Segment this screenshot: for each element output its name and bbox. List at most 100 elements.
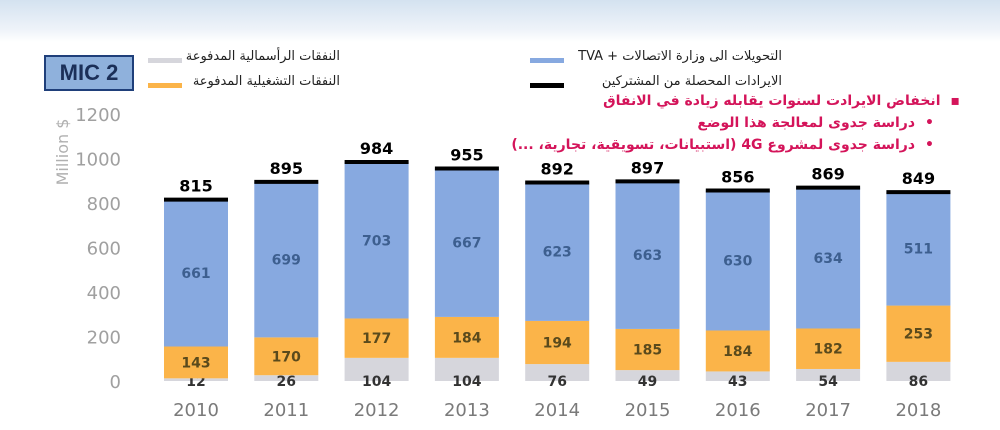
bar-segment <box>705 190 770 331</box>
bullet-marker: • <box>925 115 934 131</box>
bar-segment <box>254 181 319 338</box>
revenue-data-label: 849 <box>902 169 935 188</box>
bar-segment <box>434 357 499 381</box>
legend-swatch-transfers <box>530 58 564 63</box>
bar-segment <box>164 346 228 379</box>
legend-label-transfers: التحويلات الى وزارة الاتصالات + TVA <box>578 49 782 64</box>
bar-data-label: 182 <box>813 342 842 358</box>
revenue-data-label: 984 <box>360 139 393 158</box>
y-axis-label: Million $ <box>53 119 72 186</box>
bar-data-label: 177 <box>362 331 391 347</box>
y-tick-label: 600 <box>87 239 121 260</box>
bar-data-label: 630 <box>723 253 752 269</box>
x-axis: 2010 2011 2012 2013 2014 2015 2016 2017 2018 <box>173 400 941 421</box>
bar-data-label: 623 <box>543 245 572 261</box>
bar-data-label: 194 <box>543 336 572 352</box>
y-tick-label: 400 <box>87 283 121 304</box>
bar-segment <box>164 378 228 381</box>
revenue-data-label: 955 <box>450 146 483 165</box>
revenue-data-label: 869 <box>811 165 844 184</box>
bar-segment <box>796 368 861 381</box>
bullet-marker: ▪ <box>950 93 961 109</box>
bar-segment <box>344 357 409 381</box>
bar-data-label: 104 <box>452 374 481 390</box>
y-tick-label: 0 <box>110 372 121 393</box>
x-tick-label: 2017 <box>805 400 851 421</box>
revenue-data-label: 897 <box>631 158 664 177</box>
bar-data-label: 511 <box>904 242 933 258</box>
bar-data-label: 143 <box>181 355 210 371</box>
x-tick-label: 2015 <box>625 400 671 421</box>
bar-segment <box>615 328 680 371</box>
bar-segment <box>254 337 319 376</box>
bar-segment <box>344 318 409 358</box>
bar-segment <box>164 199 228 347</box>
bar-data-label: 184 <box>452 330 481 346</box>
bar-data-label: 185 <box>633 343 662 359</box>
bar-segment <box>525 364 590 381</box>
bar-data-label: 104 <box>362 374 391 390</box>
bullet-item: ▪ انخفاض الايرادت لسنوات يقابله زيادة في … <box>440 90 960 112</box>
bar-segment <box>254 375 319 381</box>
top-gradient-band <box>0 0 1000 42</box>
bar-data-label: 76 <box>547 374 566 390</box>
bar-data-label: 634 <box>813 251 842 267</box>
legend-label-opex: النفقات التشغيلية المدفوعة <box>192 74 340 89</box>
bar-data-label: 49 <box>638 374 657 390</box>
bar-segment <box>434 316 499 358</box>
bullet-text: دراسة جدوى لمشروع 4G (استبيانات، تسويقية… <box>511 137 916 153</box>
bullet-text: انخفاض الايرادت لسنوات يقابله زيادة في ا… <box>603 93 941 109</box>
bar-data-label: 43 <box>728 374 747 390</box>
bar-data-label: 54 <box>818 374 838 390</box>
revenue-data-label: 892 <box>540 160 573 179</box>
legend-swatch-revenue <box>530 83 564 88</box>
x-tick-label: 2016 <box>715 400 761 421</box>
bar-segment <box>615 370 680 381</box>
bar-segment <box>705 330 770 372</box>
bar-data-label: 703 <box>362 233 391 249</box>
bar-data-label: 26 <box>277 374 296 390</box>
bar-segment <box>705 371 770 381</box>
y-tick-label: 200 <box>87 328 121 349</box>
bar-segment <box>525 320 590 365</box>
bar-segment <box>615 181 680 329</box>
x-tick-label: 2012 <box>354 400 400 421</box>
bar-data-label: 253 <box>904 327 933 343</box>
bar-segment <box>886 191 951 306</box>
revenue-data-label: 815 <box>179 177 212 196</box>
bullet-marker: • <box>925 137 934 153</box>
bar-segment <box>525 182 590 321</box>
bar-segment <box>434 168 499 317</box>
bar-data-label: 667 <box>452 236 481 252</box>
legend-label-revenue: الايرادات المحصلة من المشتركين <box>601 74 782 89</box>
legend-swatch-opex <box>148 83 182 88</box>
revenue-data-label: 895 <box>270 159 303 178</box>
x-tick-label: 2013 <box>444 400 490 421</box>
bar-data-label: 170 <box>272 349 301 365</box>
y-tick-label: 1200 <box>75 105 121 126</box>
legend-label-capex: النفقات الرأسمالية المدفوعة <box>185 49 340 64</box>
bar-segment <box>796 328 861 369</box>
bullet-list: ▪ انخفاض الايرادت لسنوات يقابله زيادة في … <box>440 90 960 156</box>
bar-data-label: 86 <box>909 374 928 390</box>
bar-segment <box>886 305 951 362</box>
bar-segment <box>344 162 409 319</box>
bar-data-label: 184 <box>723 344 752 360</box>
y-tick-label: 800 <box>87 194 121 215</box>
bar-data-label: 661 <box>181 266 210 282</box>
x-tick-label: 2011 <box>263 400 309 421</box>
bullet-text: دراسة جدوى لمعالجة هذا الوضع <box>697 115 916 131</box>
y-tick-label: 1000 <box>75 150 121 171</box>
bar-data-label: 663 <box>633 248 662 264</box>
bar-segment <box>886 361 951 381</box>
x-tick-label: 2010 <box>173 400 219 421</box>
x-tick-label: 2014 <box>534 400 580 421</box>
bullet-item: • دراسة جدوى لمعالجة هذا الوضع <box>440 112 960 134</box>
bullet-item: • دراسة جدوى لمشروع 4G (استبيانات، تسويقي… <box>440 134 960 156</box>
bars: 1214366181526170699895104177703984104184… <box>164 139 951 390</box>
bar-data-label: 699 <box>272 253 301 269</box>
x-tick-label: 2018 <box>895 400 941 421</box>
revenue-data-label: 856 <box>721 168 754 187</box>
